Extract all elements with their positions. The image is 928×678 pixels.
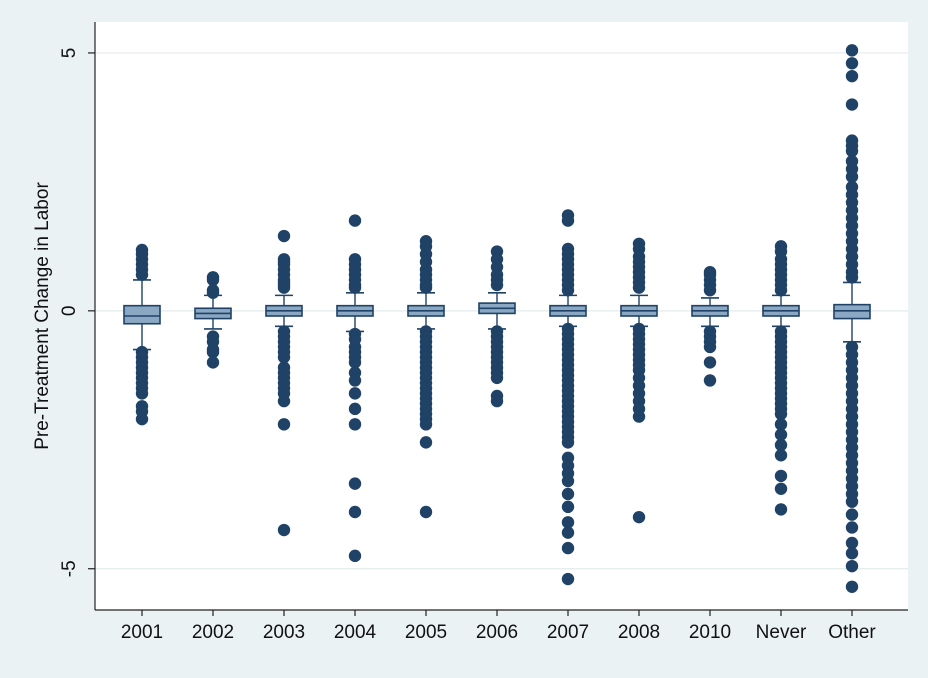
outlier-point [774, 407, 788, 421]
outlier-point [845, 69, 859, 83]
outlier-point [703, 374, 717, 387]
outlier-point [845, 144, 859, 158]
x-tick-label: Other [828, 622, 876, 643]
outlier-point [845, 170, 859, 183]
outlier-point [348, 402, 362, 416]
outlier-point [348, 387, 362, 400]
outlier-point [845, 559, 859, 573]
outlier-point [419, 436, 433, 449]
outlier-point [845, 521, 859, 534]
outlier-point [348, 477, 362, 490]
outlier-point [845, 547, 859, 560]
outlier-point [206, 273, 220, 287]
y-tick-label: 0 [59, 306, 80, 317]
outlier-point [561, 516, 575, 529]
outlier-point [561, 500, 575, 514]
y-tick-label: 5 [59, 48, 80, 59]
x-tick-label: 2003 [263, 622, 305, 643]
y-tick-label: -5 [59, 560, 80, 577]
y-axis-title: Pre-Treatment Change in Labor [32, 182, 53, 450]
outlier-point [774, 482, 788, 495]
outlier-point [277, 523, 291, 537]
outlier-point [419, 505, 433, 519]
x-tick-label: Never [756, 622, 807, 643]
outlier-point [419, 418, 433, 431]
outlier-point [845, 495, 859, 508]
x-tick-label: 2007 [547, 622, 589, 643]
outlier-point [561, 526, 575, 539]
outlier-point [419, 281, 433, 294]
box-2010 [691, 297, 729, 328]
outlier-point [135, 412, 149, 426]
outlier-point [845, 536, 859, 550]
outlier-point [277, 229, 291, 243]
outlier-point [561, 572, 575, 586]
x-tick-label: 2006 [476, 622, 518, 643]
outlier-point [774, 418, 788, 431]
outlier-point [774, 469, 788, 483]
outlier-point [348, 281, 362, 294]
outlier-point [561, 436, 575, 449]
outlier-point [277, 418, 291, 431]
outlier-point [561, 487, 575, 501]
outlier-point [490, 394, 504, 408]
outlier-point [206, 356, 220, 369]
outlier-point [348, 549, 362, 563]
box-iqr [123, 304, 161, 325]
x-tick-label: 2002 [192, 622, 234, 643]
outlier-point [774, 503, 788, 516]
outlier-point [845, 271, 859, 284]
outlier-point [703, 284, 717, 297]
outlier-point [277, 351, 291, 364]
outlier-point [348, 214, 362, 227]
outlier-point [135, 268, 149, 281]
outlier-point [490, 371, 504, 385]
outlier-point [845, 580, 859, 593]
outlier-point [277, 394, 291, 408]
outlier-point [774, 449, 788, 462]
x-tick-label: 2008 [618, 622, 660, 643]
x-tick-label: 2001 [121, 622, 163, 643]
outlier-point [561, 284, 575, 297]
outlier-point [206, 286, 220, 299]
outlier-point [774, 428, 788, 441]
outlier-point [348, 505, 362, 519]
outlier-point [845, 98, 859, 111]
outlier-point [845, 44, 859, 57]
outlier-point [632, 510, 646, 524]
box-Other [833, 281, 871, 343]
x-tick-label: 2004 [334, 622, 377, 643]
outlier-point [845, 57, 859, 70]
outlier-point [277, 281, 291, 294]
x-ticks: 2001 2002 2003 2004 2005 2006 2007 2008 2010 Neve… [121, 610, 876, 643]
outlier-point [135, 387, 149, 400]
outlier-point [774, 284, 788, 297]
outlier-point [561, 541, 575, 555]
outlier-point [703, 340, 717, 354]
outlier-point [774, 438, 788, 452]
x-tick-label: 2005 [405, 622, 447, 643]
outlier-point [632, 410, 646, 423]
outlier-point [632, 281, 646, 294]
x-tick-label: 2010 [689, 622, 731, 643]
outlier-point [561, 214, 575, 227]
outlier-point [845, 508, 859, 521]
outlier-point [490, 278, 504, 292]
outlier-point [561, 474, 575, 488]
outlier-point [348, 374, 362, 387]
outlier-point [348, 418, 362, 431]
outlier-point [206, 345, 220, 359]
boxes [123, 279, 871, 351]
outlier-point [703, 356, 717, 369]
y-ticks: -5 0 5 [59, 48, 95, 577]
box-2004 [336, 291, 374, 333]
outlier-point [348, 356, 362, 369]
outliers [135, 44, 859, 593]
box-2001 [123, 279, 161, 351]
